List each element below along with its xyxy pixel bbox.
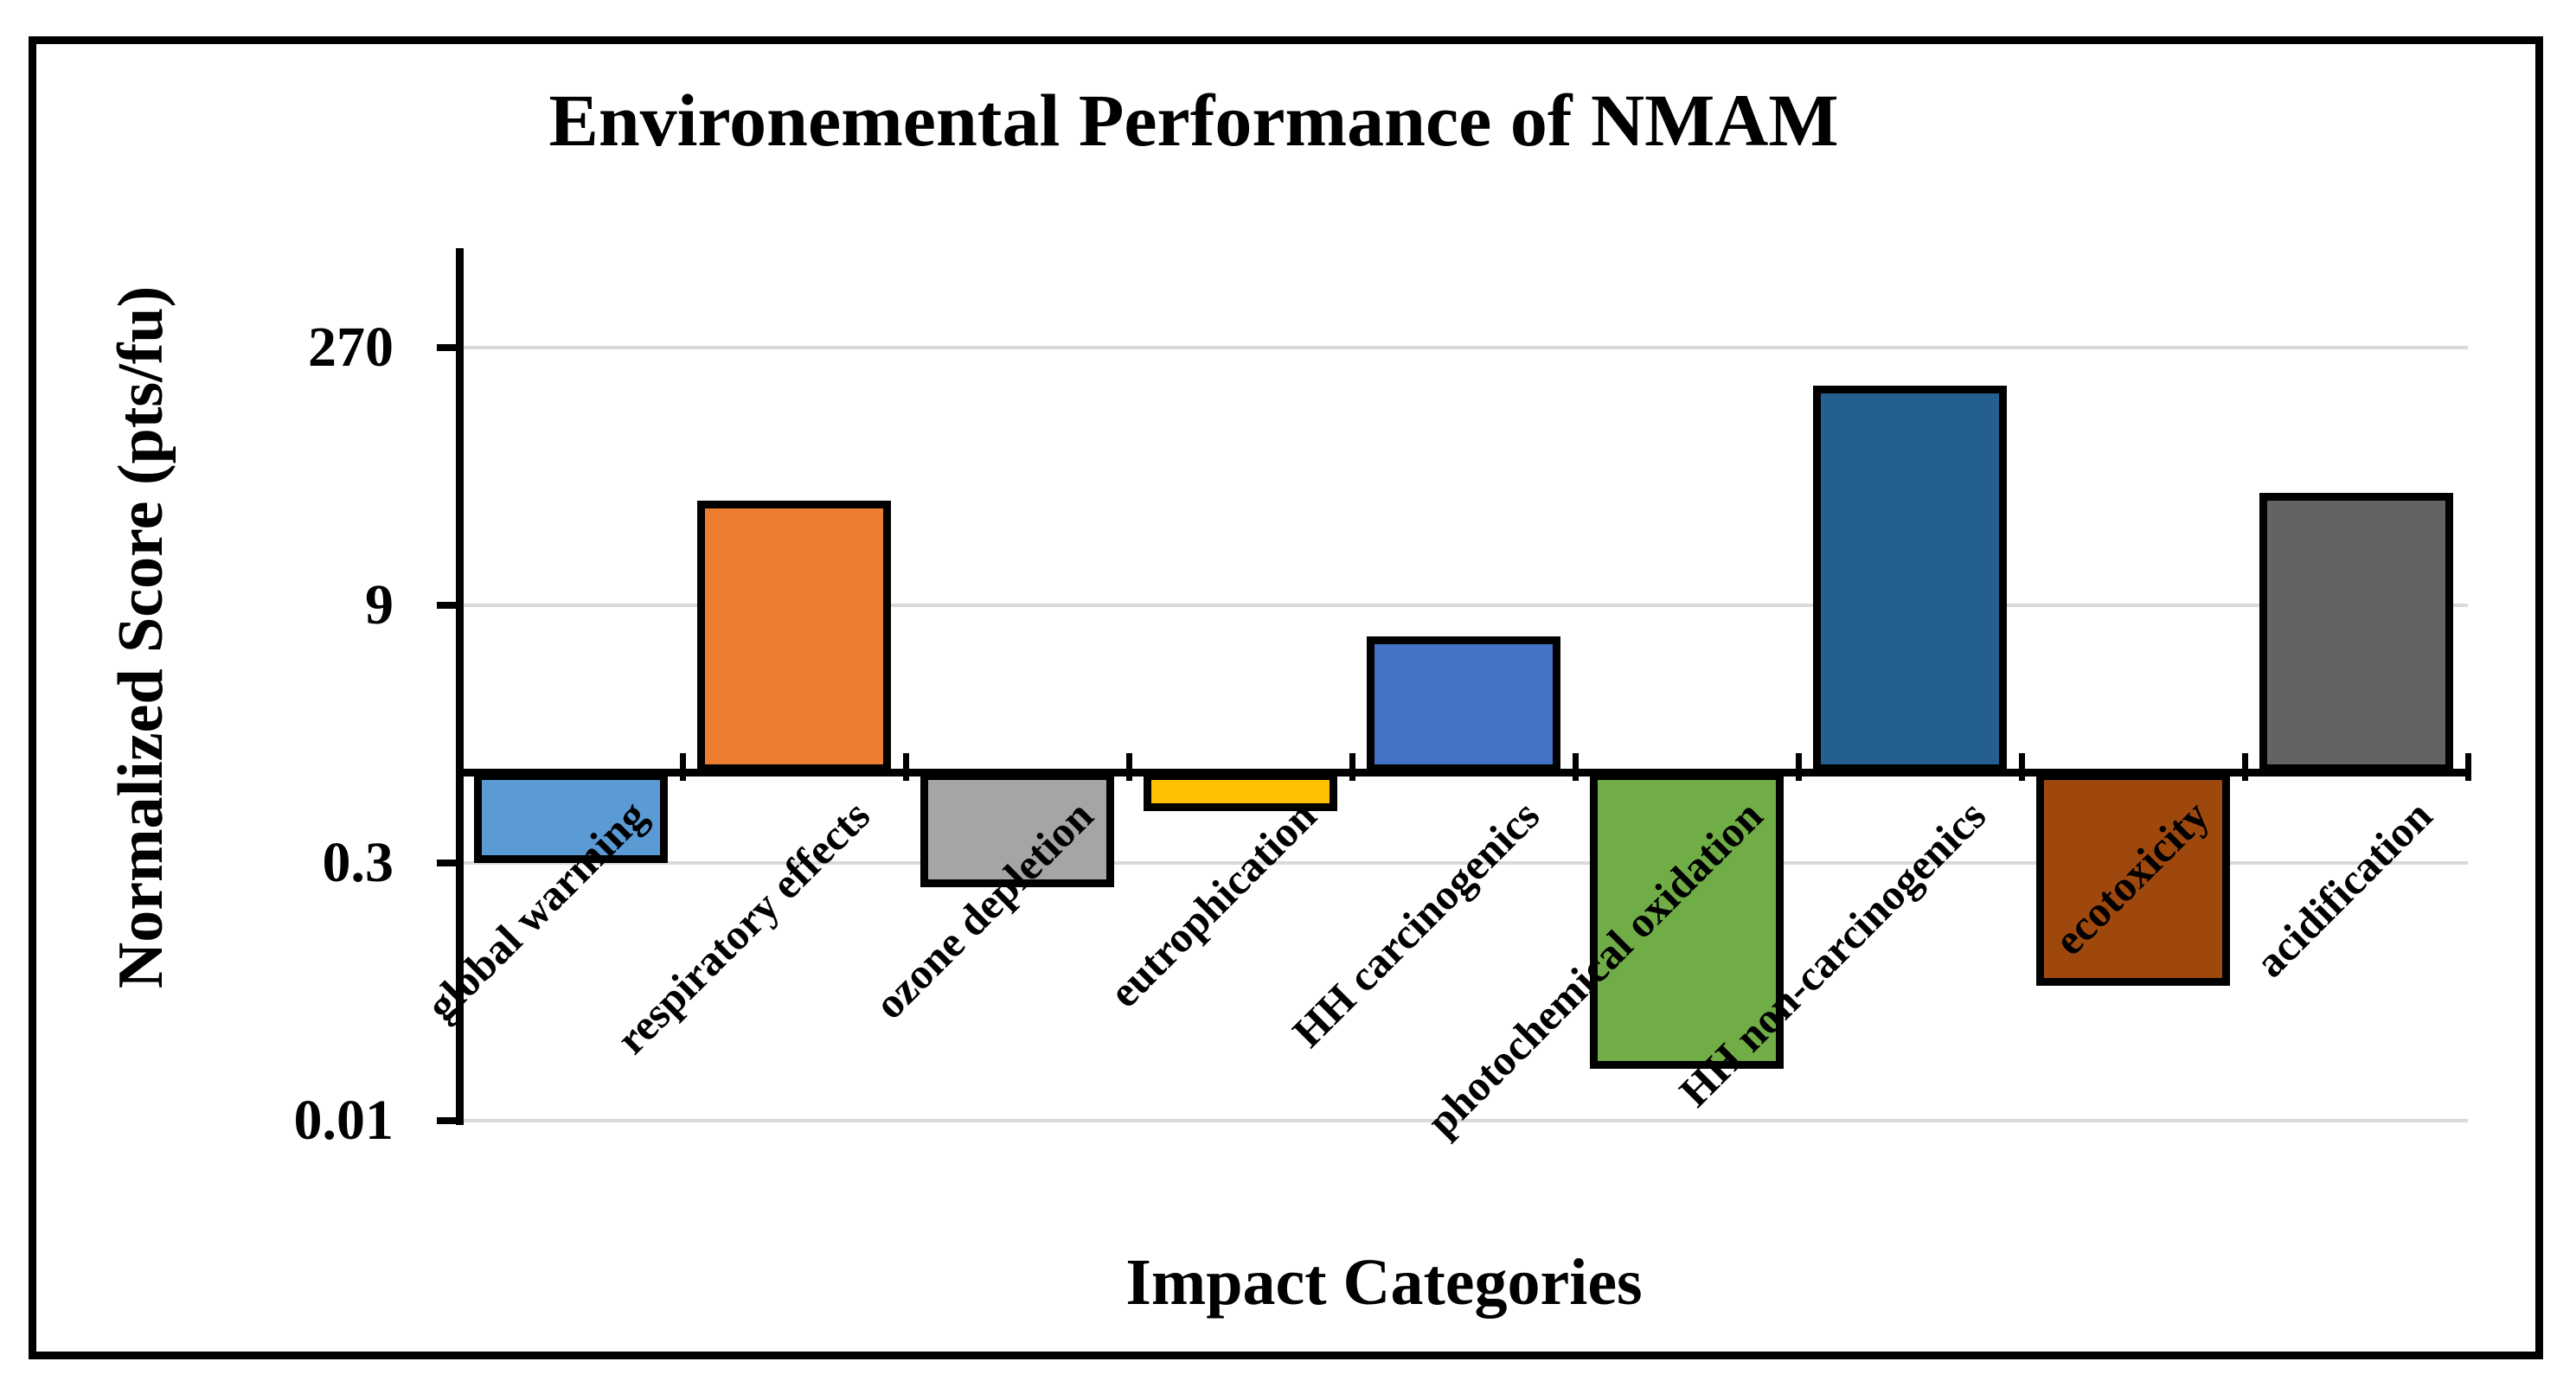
y-tick-label-270: 270 (308, 316, 394, 380)
x-axis-tick (903, 753, 909, 781)
figure-border (29, 36, 2543, 1359)
y-gridline-270 (459, 346, 2468, 350)
x-axis-tick (1126, 753, 1132, 781)
y-tick-mark-0.3 (437, 860, 464, 867)
x-axis-tick (1573, 753, 1579, 781)
x-axis-tick (2242, 753, 2248, 781)
y-axis-title: Normalized Score (pts/fu) (106, 285, 176, 989)
y-axis-line (456, 248, 464, 1125)
y-tick-label-0.3: 0.3 (322, 831, 394, 895)
x-axis-title: Impact Categories (1125, 1246, 1643, 1319)
y-tick-label-0.01: 0.01 (293, 1089, 394, 1153)
x-axis-tick (2019, 753, 2025, 781)
y-tick-mark-9 (437, 602, 464, 610)
x-axis-baseline (459, 769, 2468, 777)
y-gridline-0.3 (459, 861, 2468, 866)
x-axis-tick (1349, 753, 1355, 781)
x-axis-tick (2465, 753, 2471, 781)
bar-acidification (2259, 492, 2453, 772)
x-axis-tick (1796, 753, 1802, 781)
bar-respiratory-effects (697, 501, 891, 772)
chart-title: Environemental Performance of NMAM (548, 79, 1839, 162)
y-gridline-0.01 (459, 1119, 2468, 1123)
y-gridline-9 (459, 604, 2468, 608)
bar-hh-non-carcinogenics (1813, 385, 2007, 772)
x-axis-tick (680, 753, 686, 781)
bar-eutrophication (1144, 772, 1337, 811)
bar-hh-carcinogenics (1367, 636, 1560, 772)
y-tick-mark-0.01 (437, 1117, 464, 1125)
y-tick-label-9: 9 (365, 573, 394, 637)
x-axis-tick (457, 753, 463, 781)
y-tick-mark-270 (437, 344, 464, 352)
